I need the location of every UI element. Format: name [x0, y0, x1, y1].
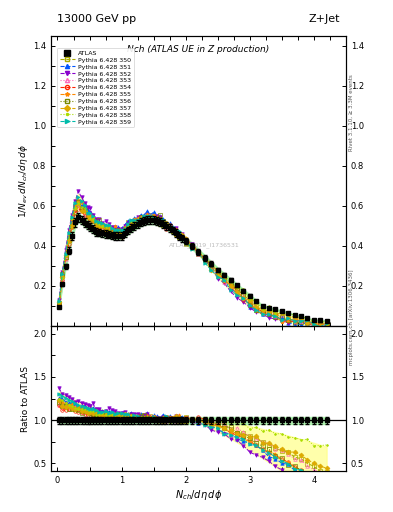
- X-axis label: $N_{ch}/d\eta\,d\phi$: $N_{ch}/d\eta\,d\phi$: [175, 487, 222, 502]
- Text: Z+Jet: Z+Jet: [309, 14, 340, 24]
- Y-axis label: Ratio to ATLAS: Ratio to ATLAS: [21, 366, 30, 432]
- Legend: ATLAS, Pythia 6.428 350, Pythia 6.428 351, Pythia 6.428 352, Pythia 6.428 353, P: ATLAS, Pythia 6.428 350, Pythia 6.428 35…: [57, 48, 134, 127]
- Text: ATLAS_2019_I1736531: ATLAS_2019_I1736531: [169, 242, 240, 248]
- Text: mcplots.cern.ch [arXiv:1306.3436]: mcplots.cern.ch [arXiv:1306.3436]: [349, 270, 354, 365]
- Text: Rivet 3.1.10, ≥ 3.3M events: Rivet 3.1.10, ≥ 3.3M events: [349, 74, 354, 151]
- Y-axis label: $1/N_{ev}\,dN_{ch}/d\eta\,d\phi$: $1/N_{ev}\,dN_{ch}/d\eta\,d\phi$: [17, 144, 30, 218]
- Text: Nch (ATLAS UE in Z production): Nch (ATLAS UE in Z production): [127, 45, 270, 54]
- Text: 13000 GeV pp: 13000 GeV pp: [57, 14, 136, 24]
